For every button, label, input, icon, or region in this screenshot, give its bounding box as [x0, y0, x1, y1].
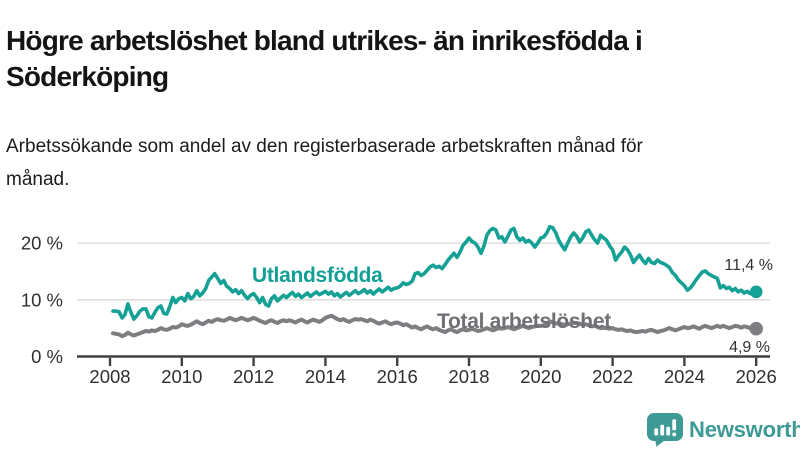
x-axis-label: 2010	[161, 366, 202, 387]
end-value-label-utlandsfodda: 11,4 %	[724, 257, 773, 274]
y-axis-label: 0 %	[31, 346, 63, 367]
chart-title: Högre arbetslöshet bland utrikes- än inr…	[6, 24, 643, 92]
x-axis-label: 2018	[448, 366, 489, 387]
series-line-total-arbetsloshet	[111, 313, 759, 339]
y-axis-label: 10 %	[21, 289, 63, 310]
series-end-dot-utlandsfodda	[749, 285, 763, 299]
x-axis-label: 2022	[592, 366, 633, 387]
newsworthy-logo-icon	[647, 413, 683, 447]
series-line-utlandsfodda	[111, 224, 759, 321]
x-axis-label: 2024	[664, 366, 705, 387]
x-axis-label: 2016	[377, 366, 418, 387]
series-label-utlandsfodda: Utlandsfödda	[252, 264, 383, 287]
series-end-dot-total-arbetsloshet	[749, 321, 763, 336]
x-axis-label: 2020	[520, 366, 561, 387]
x-axis-label: 2026	[736, 366, 777, 387]
newsworthy-brand-text: Newsworthy	[689, 417, 800, 442]
newsworthy-logo[interactable]: Newsworthy	[647, 413, 800, 447]
chart-subtitle: Arbetssökande som andel av den registerb…	[6, 136, 643, 190]
end-value-label-total-arbetsloshet: 4,9 %	[729, 339, 770, 356]
y-axis-label: 20 %	[21, 233, 63, 254]
x-axis-label: 2012	[233, 366, 274, 387]
x-axis-label: 2008	[89, 366, 130, 387]
x-axis-label: 2014	[305, 366, 346, 387]
series-label-total-arbetsloshet: Total arbetslöshet	[437, 310, 611, 333]
